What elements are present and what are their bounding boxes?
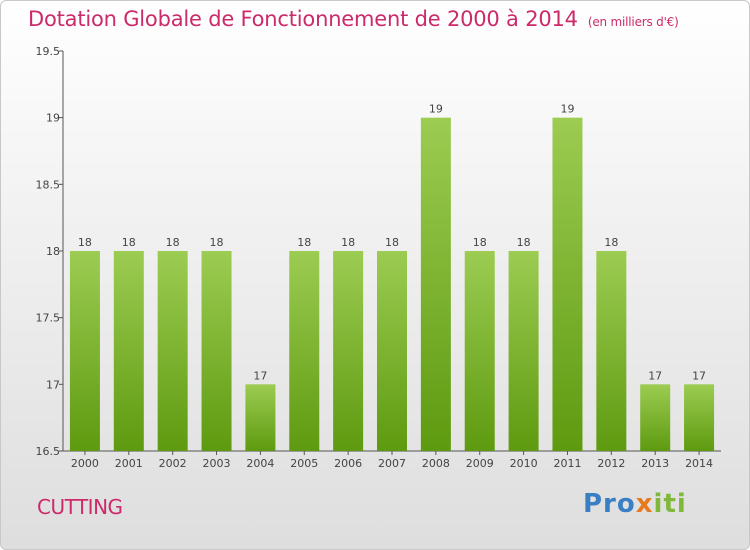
x-tick-label: 2012	[597, 457, 625, 470]
bar	[420, 117, 451, 452]
bar	[245, 384, 276, 451]
x-tick-label: 2007	[378, 457, 406, 470]
chart-subtitle: (en milliers d'€)	[587, 15, 679, 29]
x-tick-label: 2001	[115, 457, 143, 470]
x-tick-label: 2002	[159, 457, 187, 470]
data-label: 17	[648, 369, 662, 382]
data-label: 18	[517, 236, 531, 249]
data-label: 18	[166, 236, 180, 249]
y-tick-label: 19.5	[36, 45, 61, 58]
logo-part-2: x	[635, 489, 654, 519]
logo-part-3: iti	[653, 489, 687, 519]
proxiti-logo: Proxiti	[583, 489, 687, 519]
data-label: 19	[560, 103, 574, 116]
x-tick-label: 2010	[510, 457, 538, 470]
bar	[201, 251, 232, 451]
x-tick-label: 2011	[553, 457, 581, 470]
bar	[333, 251, 364, 451]
x-tick-label: 2004	[246, 457, 274, 470]
x-tick-label: 2003	[203, 457, 231, 470]
bar	[508, 251, 539, 451]
data-label: 18	[604, 236, 618, 249]
data-label: 19	[429, 103, 443, 116]
x-tick-label: 2013	[641, 457, 669, 470]
commune-name: CUTTING	[37, 495, 123, 519]
data-label: 17	[253, 369, 267, 382]
x-tick-label: 2005	[290, 457, 318, 470]
data-label: 18	[473, 236, 487, 249]
x-tick-label: 2000	[71, 457, 99, 470]
bar	[464, 251, 495, 451]
x-tick-label: 2009	[466, 457, 494, 470]
y-tick-label: 18.5	[36, 178, 61, 191]
bar	[596, 251, 627, 451]
data-label: 18	[341, 236, 355, 249]
bar	[69, 251, 100, 451]
chart-title: Dotation Globale de Fonctionnement de 20…	[28, 7, 679, 31]
data-label: 18	[78, 236, 92, 249]
data-label: 17	[692, 369, 706, 382]
data-label: 18	[122, 236, 136, 249]
x-tick-label: 2006	[334, 457, 362, 470]
y-tick-label: 19	[46, 112, 60, 125]
bar	[113, 251, 144, 451]
bar	[157, 251, 188, 451]
y-tick-label: 16.5	[36, 445, 61, 458]
logo-part-1: Pro	[583, 489, 636, 519]
bar	[289, 251, 320, 451]
bar	[552, 117, 583, 452]
data-label: 18	[210, 236, 224, 249]
chart-title-text: Dotation Globale de Fonctionnement de 20…	[28, 7, 578, 31]
y-tick-label: 17	[46, 378, 60, 391]
y-tick-label: 17.5	[36, 312, 61, 325]
x-tick-label: 2014	[685, 457, 713, 470]
y-tick-label: 18	[46, 245, 60, 258]
x-tick-label: 2008	[422, 457, 450, 470]
bar	[377, 251, 407, 451]
data-label: 18	[385, 236, 399, 249]
data-label: 18	[297, 236, 311, 249]
bar	[684, 384, 715, 451]
bar	[640, 384, 671, 451]
